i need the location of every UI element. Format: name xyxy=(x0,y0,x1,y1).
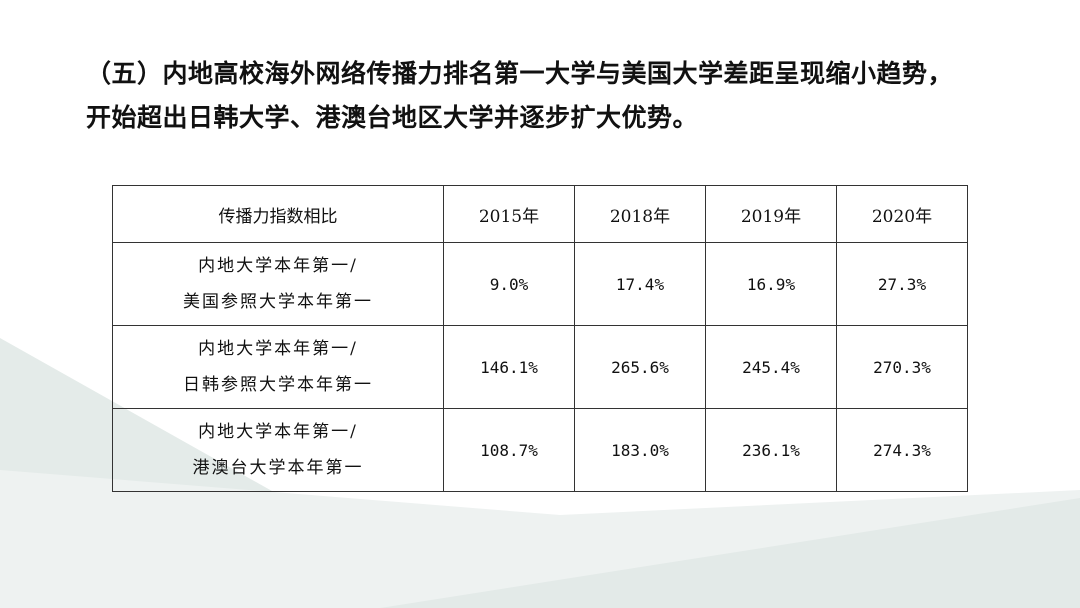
value-cell: 274.3% xyxy=(836,408,968,492)
value-cell: 245.4% xyxy=(705,325,837,409)
table-row: 内地大学本年第一/ 美国参照大学本年第一 9.0% 17.4% 16.9% 27… xyxy=(112,242,968,326)
header-cell-2015: 2015年 xyxy=(443,185,575,243)
heading-line-2: 开始超出日韩大学、港澳台地区大学并逐步扩大优势。 xyxy=(86,103,699,132)
row-label-line-1: 内地大学本年第一/ xyxy=(198,256,358,276)
comparison-table: 传播力指数相比 2015年 2018年 2019年 2020年 内地大学本年第一… xyxy=(112,185,968,492)
value-cell: 16.9% xyxy=(705,242,837,326)
value-cell: 265.6% xyxy=(574,325,706,409)
value-cell: 27.3% xyxy=(836,242,968,326)
value-cell: 17.4% xyxy=(574,242,706,326)
value-cell: 146.1% xyxy=(443,325,575,409)
page-heading: （五）内地高校海外网络传播力排名第一大学与美国大学差距呈现缩小趋势， 开始超出日… xyxy=(86,52,1046,140)
table-row: 内地大学本年第一/ 港澳台大学本年第一 108.7% 183.0% 236.1%… xyxy=(112,408,968,492)
row-label-line-2: 港澳台大学本年第一 xyxy=(192,458,364,478)
row-label-line-2: 美国参照大学本年第一 xyxy=(183,292,373,312)
value-cell: 108.7% xyxy=(443,408,575,492)
header-cell-2020: 2020年 xyxy=(836,185,968,243)
heading-line-1: （五）内地高校海外网络传播力排名第一大学与美国大学差距呈现缩小趋势， xyxy=(86,59,954,88)
table-row: 内地大学本年第一/ 日韩参照大学本年第一 146.1% 265.6% 245.4… xyxy=(112,325,968,409)
row-label: 内地大学本年第一/ 港澳台大学本年第一 xyxy=(112,408,444,492)
table-header-row: 传播力指数相比 2015年 2018年 2019年 2020年 xyxy=(112,185,968,243)
row-label-line-2: 日韩参照大学本年第一 xyxy=(183,375,373,395)
row-label: 内地大学本年第一/ 日韩参照大学本年第一 xyxy=(112,325,444,409)
row-label-line-1: 内地大学本年第一/ xyxy=(198,422,358,442)
header-cell-label: 传播力指数相比 xyxy=(112,185,444,243)
row-label: 内地大学本年第一/ 美国参照大学本年第一 xyxy=(112,242,444,326)
value-cell: 270.3% xyxy=(836,325,968,409)
value-cell: 9.0% xyxy=(443,242,575,326)
value-cell: 183.0% xyxy=(574,408,706,492)
header-cell-2019: 2019年 xyxy=(705,185,837,243)
value-cell: 236.1% xyxy=(705,408,837,492)
row-label-line-1: 内地大学本年第一/ xyxy=(198,339,358,359)
header-cell-2018: 2018年 xyxy=(574,185,706,243)
